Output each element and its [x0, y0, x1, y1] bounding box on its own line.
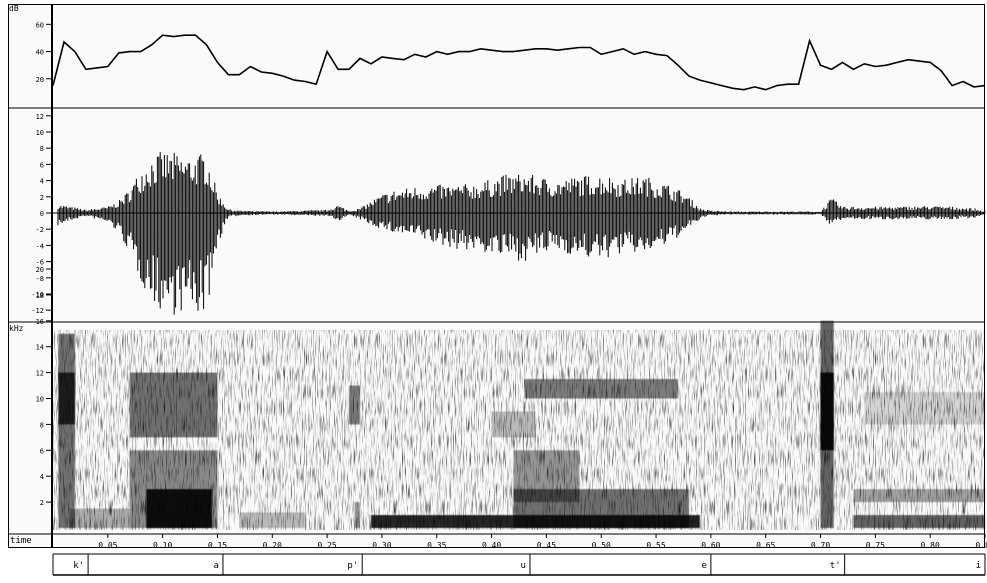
time-tick-label: 0.80: [921, 541, 940, 550]
segment-label: a: [214, 561, 219, 571]
spectrogram-tick-label: 14: [36, 344, 44, 352]
waveform-tick-label: -10: [31, 291, 44, 299]
time-tick-label: 0.60: [701, 541, 720, 550]
spectrogram-tick-label: 6: [40, 447, 44, 455]
time-tick-label: 0.25: [317, 541, 336, 550]
waveform-tick-label: -12: [31, 307, 44, 315]
time-tick-label: 0.85: [975, 541, 987, 550]
spectrogram-tick-label: 12: [36, 370, 44, 378]
spectrogram-texture: [53, 330, 985, 530]
waveform-tick-label: -2: [36, 226, 44, 234]
segment-label: k': [73, 561, 84, 571]
segment-label: i: [976, 561, 981, 571]
intensity-unit-label: dB: [9, 4, 19, 13]
time-tick-label: 0.45: [537, 541, 556, 550]
waveform-tick-label: -4: [36, 242, 44, 250]
time-tick-label: 0.10: [153, 541, 172, 550]
time-tick-label: 0.35: [427, 541, 446, 550]
waveform-tick-label: 6: [40, 161, 44, 169]
time-tick-label: 0.40: [482, 541, 501, 550]
waveform-tick-label: 10: [36, 129, 44, 137]
intensity-tick-label: 20: [36, 76, 44, 84]
time-tick-label: 0.75: [866, 541, 885, 550]
time-tick-label: 0.65: [756, 541, 775, 550]
segment-label: e: [701, 561, 706, 571]
spectrogram-tick-label: 2: [40, 499, 44, 507]
segment-label: p': [347, 561, 358, 571]
spectrogram-tick-label: 16: [36, 318, 44, 326]
spectrogram-unit-label: kHz: [9, 324, 24, 333]
intensity-tick-label: 40: [36, 49, 44, 57]
segment-label: t': [830, 561, 841, 571]
spectrogram-tick-label: 20: [36, 266, 44, 274]
spectrogram-tick-label: 10: [36, 396, 44, 404]
segmentation-tier: k' a p' u e t' i: [52, 553, 986, 576]
spectrogram-tick-label: 18: [36, 292, 44, 300]
intensity-curve: [52, 34, 986, 91]
intensity-panel: 20 40 60: [36, 21, 986, 91]
time-tick-label: 0.50: [592, 541, 611, 550]
time-tick-label: 0.55: [646, 541, 665, 550]
spectrogram-panel: 20 18 16 14 12 10 8 6 4 2: [36, 266, 985, 530]
time-tick-label: 0.20: [263, 541, 282, 550]
spectrogram-tick-label: 8: [40, 421, 44, 429]
intensity-tick-label: 60: [36, 21, 44, 29]
time-tick-label: 0.05: [98, 541, 117, 550]
waveform-tick-label: 0: [40, 210, 44, 218]
waveform-tick-label: -8: [36, 275, 44, 283]
waveform-tick-label: 4: [40, 178, 44, 186]
spectrogram-tick-label: 4: [40, 473, 44, 481]
segment-label: u: [521, 561, 526, 571]
time-tick-label: 0.30: [372, 541, 391, 550]
waveform-tick-label: 12: [36, 113, 44, 121]
time-tick-label: 0.15: [208, 541, 227, 550]
time-axis: 0.05 0.10 0.15 0.20 0.25 0.30 0.35 0.40 0.45 0.50…: [98, 534, 987, 550]
waveform-tick-label: 8: [40, 145, 44, 153]
waveform-tick-label: -6: [36, 259, 44, 267]
time-axis-label: time: [10, 536, 32, 546]
time-tick-label: 0.70: [811, 541, 830, 550]
waveform-tick-label: 2: [40, 194, 44, 202]
